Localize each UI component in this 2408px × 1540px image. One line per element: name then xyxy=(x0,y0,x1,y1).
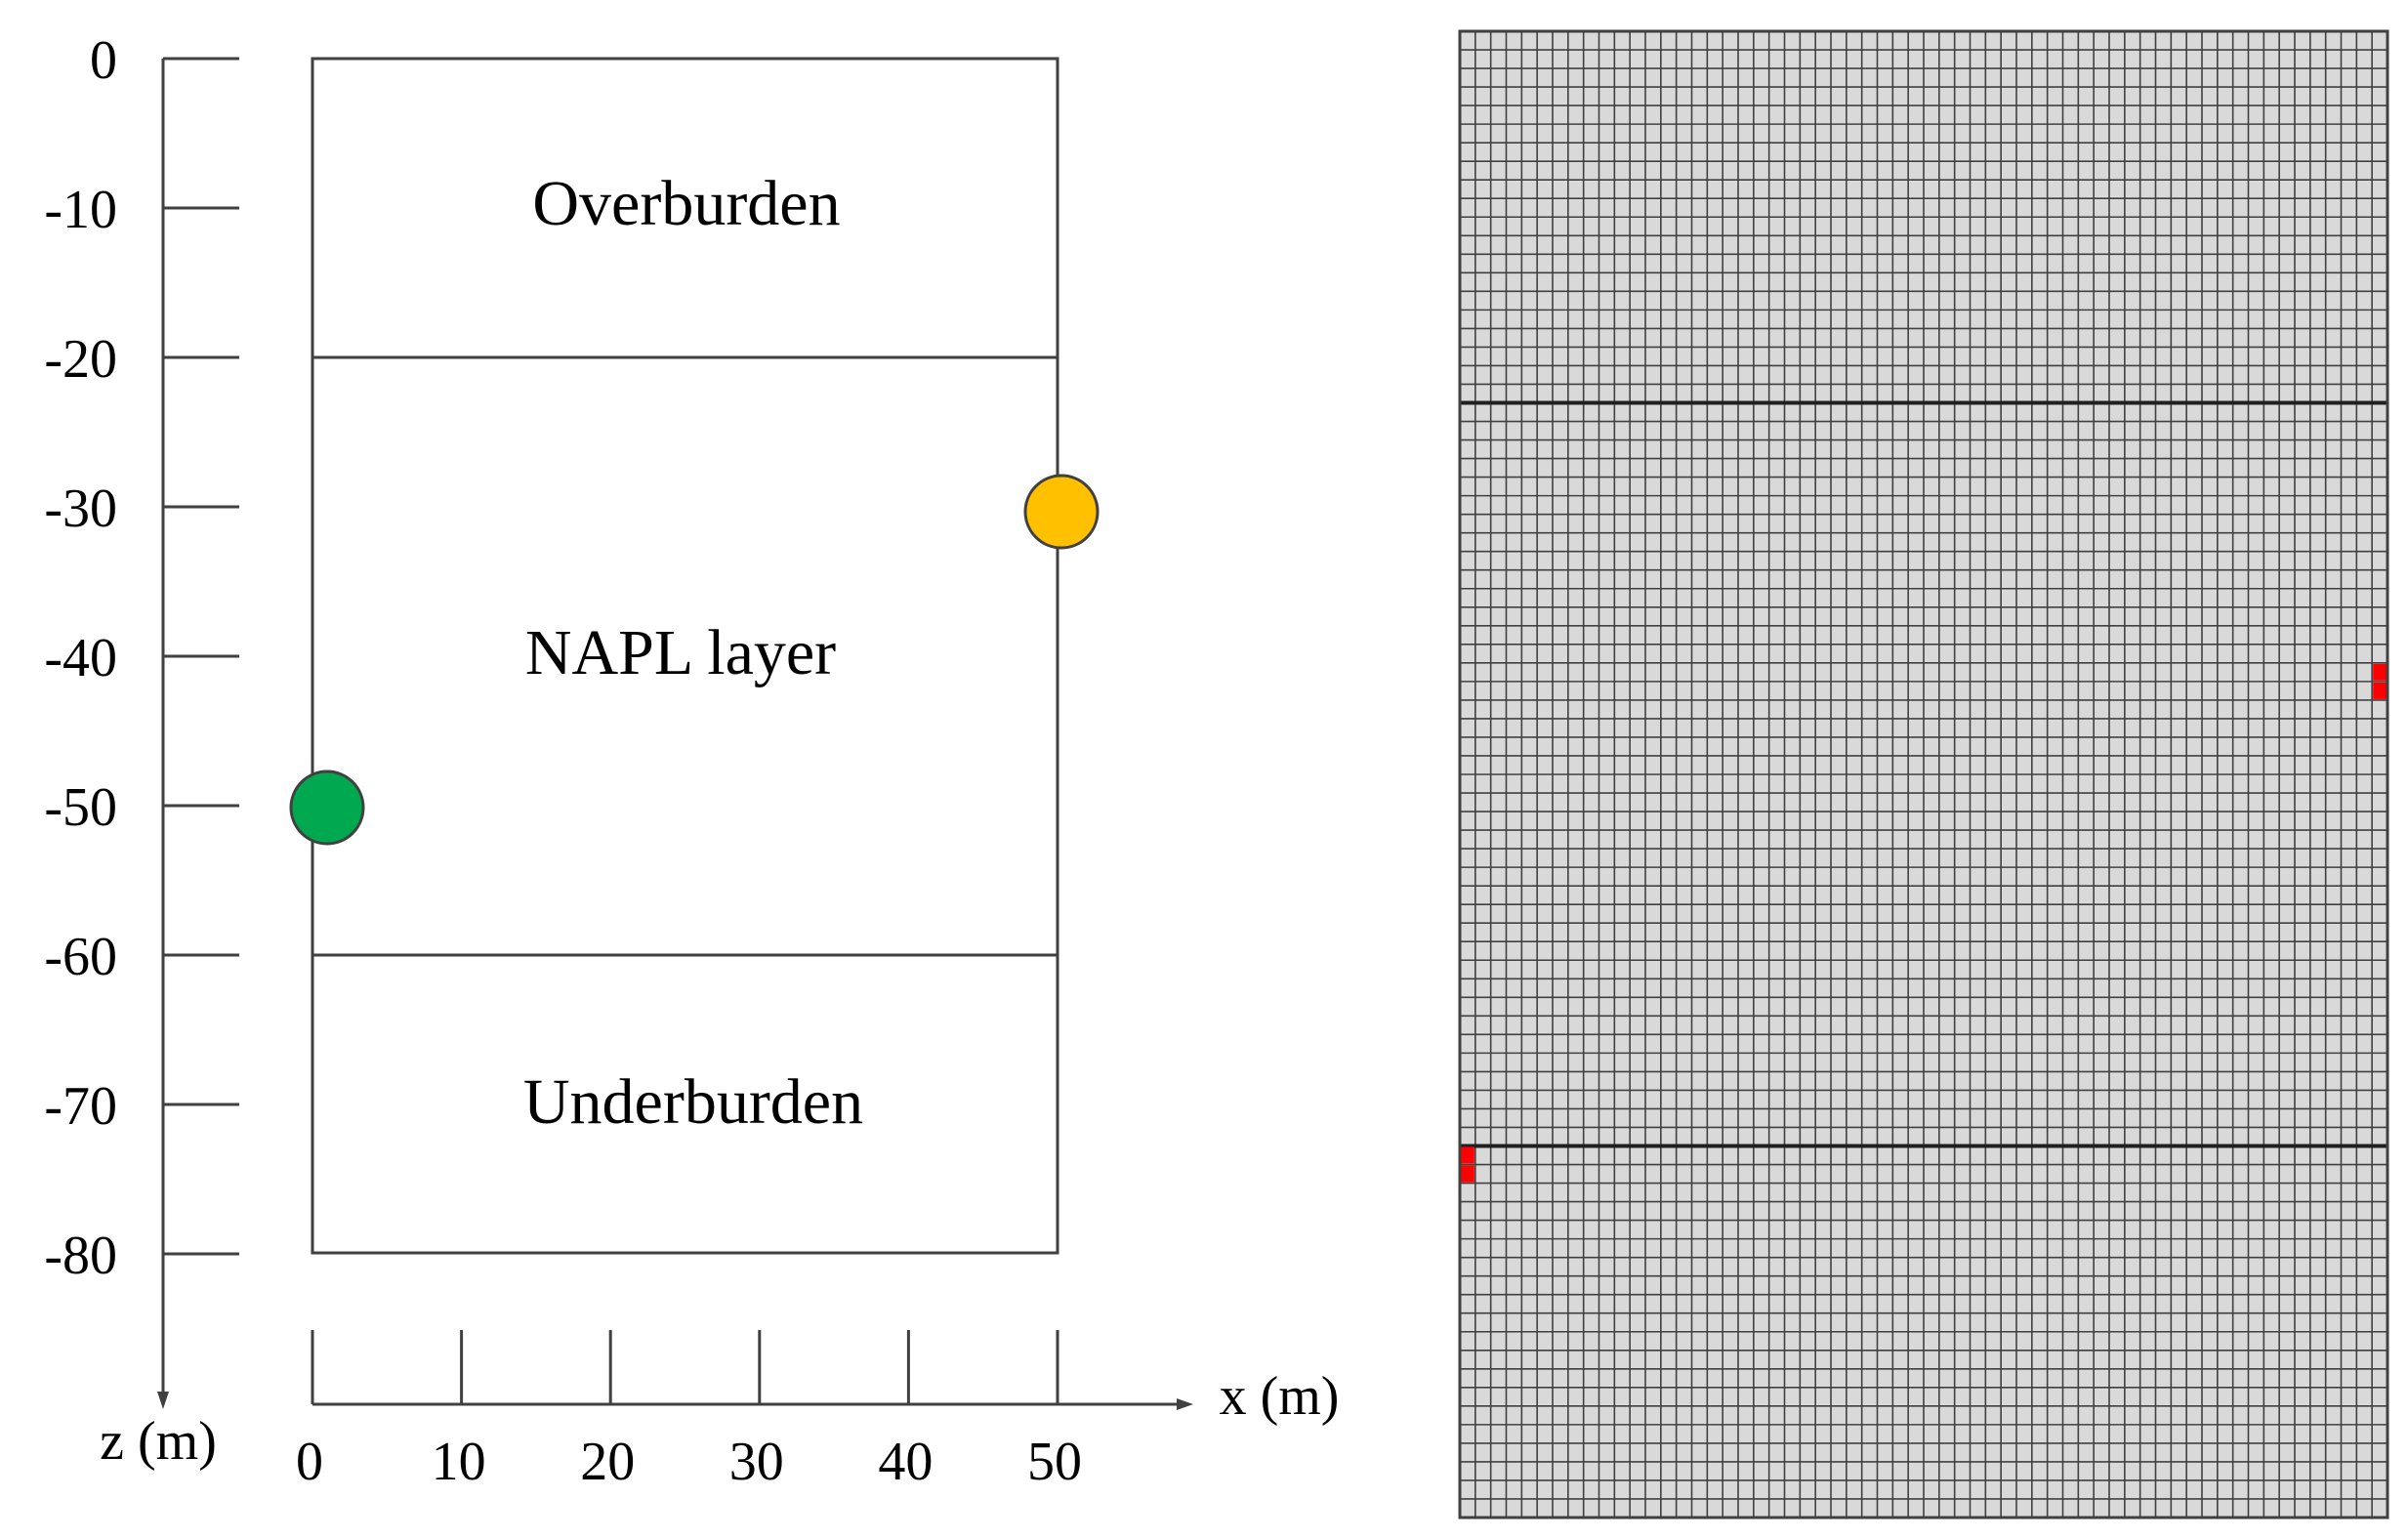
model-domain: Overburden NAPL layer Underburden xyxy=(289,57,1100,1255)
x-axis-arrowhead xyxy=(1177,1398,1193,1410)
z-tick-label: -60 xyxy=(44,927,117,987)
conceptual-model-panel: 0 -10 -20 -30 -40 -50 -60 -70 -80 z (m) Overburd… xyxy=(44,30,1339,1492)
marked-cells xyxy=(1461,663,2387,1183)
x-tick-label: 30 xyxy=(729,1432,784,1492)
x-axis: 0 10 20 30 40 50 x (m) xyxy=(296,1330,1339,1492)
overburden-label: Overburden xyxy=(532,168,840,239)
x-tick-label: 40 xyxy=(878,1432,933,1492)
x-axis-label: x (m) xyxy=(1220,1366,1340,1427)
x-tick-label: 10 xyxy=(432,1432,486,1492)
z-axis-arrowhead xyxy=(157,1392,169,1409)
grid-border xyxy=(1458,29,2389,1519)
grid-lines xyxy=(1460,31,2387,1518)
z-tick-label: -70 xyxy=(44,1076,117,1137)
z-tick-label: -30 xyxy=(44,479,117,539)
z-tick-label: -40 xyxy=(44,628,117,688)
z-tick-label: 0 xyxy=(90,30,117,91)
z-axis: 0 -10 -20 -30 -40 -50 -60 -70 -80 z (m) xyxy=(44,30,239,1472)
well-cell xyxy=(2373,682,2387,699)
injection-well-marker xyxy=(1023,474,1100,550)
z-tick-label: -10 xyxy=(44,180,117,240)
z-ticks: 0 -10 -20 -30 -40 -50 -60 -70 -80 xyxy=(44,30,239,1286)
x-tick-label: 20 xyxy=(580,1432,635,1492)
x-tick-label: 0 xyxy=(296,1432,323,1492)
underburden-label: Underburden xyxy=(523,1066,863,1138)
z-axis-label: z (m) xyxy=(100,1411,217,1472)
model-boundary xyxy=(311,57,1059,1255)
x-tick-label: 50 xyxy=(1027,1432,1082,1492)
well-cell xyxy=(1461,1165,1474,1183)
well-cell xyxy=(1461,1146,1474,1164)
extraction-well-marker xyxy=(289,770,365,846)
z-tick-label: -50 xyxy=(44,777,117,838)
numerical-grid-panel xyxy=(1458,29,2389,1519)
well-cell xyxy=(2373,663,2387,681)
x-ticks: 0 10 20 30 40 50 xyxy=(296,1330,1082,1492)
napl-layer-label: NAPL layer xyxy=(525,617,836,688)
z-tick-label: -20 xyxy=(44,329,117,390)
z-tick-label: -80 xyxy=(44,1226,117,1286)
